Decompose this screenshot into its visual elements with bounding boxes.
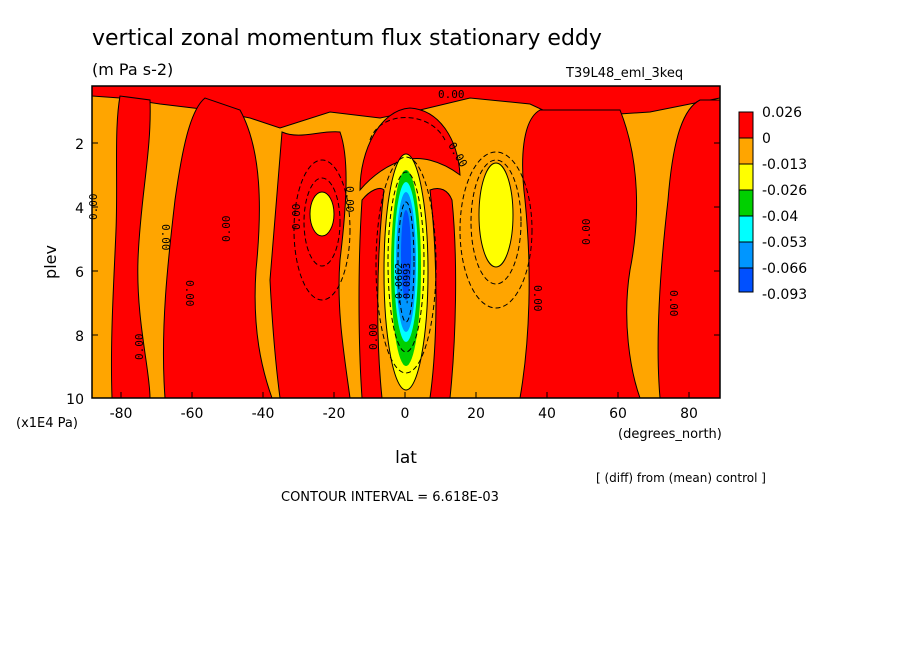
- colorbar-swatch: [739, 112, 753, 138]
- contour-label: 0.00: [220, 216, 233, 243]
- contour-label: -0.0662: [394, 263, 405, 305]
- y-axis: 2 4 6 8 10 plev (x1E4 Pa): [16, 137, 720, 431]
- y-tick-label: 4: [75, 201, 84, 217]
- colorbar-label: -0.093: [762, 287, 807, 303]
- contour-label: 0.00: [367, 324, 380, 351]
- chart-units: (m Pa s-2): [92, 60, 173, 79]
- fill-red-center-left: [358, 187, 385, 398]
- fill-yellow-right: [478, 162, 514, 268]
- colorbar-swatch: [739, 138, 753, 164]
- x-tick-label: 60: [609, 406, 627, 422]
- colorbar-swatch: [739, 268, 753, 292]
- colorbar-label: -0.053: [762, 235, 807, 251]
- contour-label: 0.00: [290, 204, 303, 231]
- colorbar-label: -0.04: [762, 209, 798, 225]
- plot-frame: [91, 85, 721, 399]
- run-label: T39L48_eml_3keq: [565, 66, 683, 81]
- colorbar-swatch: [739, 216, 753, 242]
- colorbar-label: 0.026: [762, 105, 802, 121]
- fill-red-right-big: [519, 109, 641, 398]
- colorbar-frame: [738, 111, 754, 293]
- y-tick-label: 10: [66, 392, 84, 408]
- fill-red-right-edge: [657, 99, 720, 398]
- x-tick-label: -20: [323, 406, 346, 422]
- x-tick-label: -40: [252, 406, 275, 422]
- x-axis-label: lat: [395, 448, 417, 468]
- y-tick-label: 8: [75, 329, 84, 345]
- plot-area: 0.00 0.00 0.00 0.00 0.00 0.00 0.00 0.00 …: [16, 85, 722, 468]
- x-axis-units: (degrees_north): [618, 427, 722, 442]
- contour-label: 0.00: [183, 280, 196, 307]
- colorbar-label: -0.026: [762, 183, 807, 199]
- colorbar-label: -0.013: [762, 157, 807, 173]
- fill-yellow-left: [309, 191, 335, 237]
- colorbar-swatch: [739, 242, 753, 268]
- contour-label: 0.00: [531, 285, 544, 312]
- x-tick-label: 20: [467, 406, 485, 422]
- contour-interval: CONTOUR INTERVAL = 6.618E-03: [281, 490, 499, 505]
- colorbar: 0.026 0 -0.013 -0.026 -0.04 -0.053 -0.06…: [738, 105, 807, 303]
- colorbar-swatch: [739, 164, 753, 190]
- contour-label: 0.00: [580, 219, 593, 246]
- contour-label: -0.0993: [402, 263, 413, 305]
- y-axis-units: (x1E4 Pa): [16, 416, 78, 431]
- x-axis: -80 -60 -40 -20 0 20 40 60 80 (degrees_n…: [110, 392, 722, 468]
- x-tick-label: 40: [538, 406, 556, 422]
- y-axis-label: plev: [41, 245, 60, 279]
- contour-fill: [92, 86, 720, 398]
- colorbar-label: -0.066: [762, 261, 807, 277]
- x-tick-label: -60: [181, 406, 204, 422]
- colorbar-label: 0: [762, 131, 771, 147]
- x-tick-label: -80: [110, 406, 133, 422]
- contour-label: 0.00: [438, 88, 465, 101]
- y-tick-label: 6: [75, 265, 84, 281]
- contour-label: 0.00: [667, 290, 680, 317]
- chart-title: vertical zonal momentum flux stationary …: [92, 26, 602, 51]
- colorbar-swatch: [739, 190, 753, 216]
- fill-darkblue-center: [401, 210, 411, 300]
- fill-red-left-mid: [269, 131, 351, 398]
- contour-label: 0.00: [343, 186, 356, 213]
- y-tick-label: 2: [75, 137, 84, 153]
- contour-label: 0.00: [159, 224, 172, 251]
- dashed-contours: [293, 117, 533, 374]
- fill-red-left-band: [110, 95, 151, 398]
- x-tick-label: 80: [680, 406, 698, 422]
- contour-label: 0.00: [133, 334, 146, 361]
- fill-red-center-right: [429, 187, 457, 398]
- x-tick-label: 0: [401, 406, 410, 422]
- fill-red-left-lobe: [162, 97, 273, 398]
- diff-note: [ (diff) from (mean) control ]: [596, 471, 766, 485]
